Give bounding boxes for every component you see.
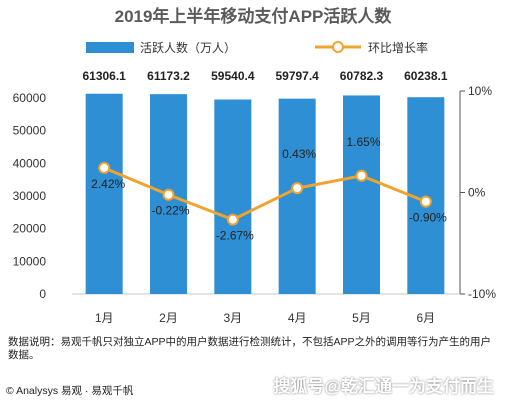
bar-value-label: 59540.4 — [211, 69, 255, 83]
legend-label-line: 环比增长率 — [368, 40, 428, 55]
growth-value-label: -0.90% — [409, 211, 447, 225]
bar-value-label: 59797.4 — [275, 69, 319, 83]
legend: 活跃人数（万人） 环比增长率 — [86, 40, 428, 55]
bar-value-label: 60238.1 — [404, 69, 448, 83]
y-left-tick: 10000 — [13, 254, 47, 268]
y-left-tick: 20000 — [13, 222, 47, 236]
data-labels: 61306.1 61173.2 59540.4 59797.4 60782.3 60238… — [82, 69, 447, 243]
axes: 0 10000 20000 30000 40000 50000 60000 10% 0% -10%… — [13, 84, 497, 325]
bar — [214, 99, 252, 294]
legend-swatch-bars — [86, 42, 134, 53]
chart-svg: 2019年上半年移动支付APP活跃人数 活跃人数（万人） 环比增长率 0 1000… — [13, 6, 497, 325]
growth-value-label: 2.42% — [91, 177, 125, 191]
bars — [85, 93, 445, 295]
data-note: 数据说明：易观千帆只对独立APP中的用户数据进行检测统计，不包括APP之外的调用… — [8, 336, 492, 361]
bar — [85, 93, 123, 295]
growth-value-label: -2.67% — [216, 229, 254, 243]
growth-point — [98, 161, 111, 174]
growth-point — [355, 169, 368, 182]
chart-title: 2019年上半年移动支付APP活跃人数 — [115, 6, 393, 26]
bar-value-label: 60782.3 — [340, 69, 384, 83]
y-left-tick: 30000 — [13, 189, 47, 203]
y-right-tick: -10% — [468, 287, 496, 301]
bar — [278, 98, 316, 294]
growth-value-label: 1.65% — [346, 135, 380, 149]
growth-point — [226, 213, 239, 226]
bar-value-label: 61306.1 — [82, 69, 126, 83]
bar-value-label: 61173.2 — [147, 69, 190, 83]
growth-value-label: 0.43% — [282, 147, 316, 161]
x-tick: 5月 — [352, 311, 371, 325]
y-right-tick: 10% — [468, 84, 492, 98]
growth-point — [419, 195, 432, 208]
growth-point — [291, 182, 304, 195]
watermark: 搜狐号@乾汇通一为支付而生 — [273, 377, 494, 396]
y-left-tick: 60000 — [13, 91, 47, 105]
legend-label-bars: 活跃人数（万人） — [140, 40, 236, 55]
growth-line — [98, 161, 432, 226]
y-right-tick: 0% — [468, 186, 486, 200]
legend-swatch-marker — [332, 41, 344, 53]
y-left-tick: 0 — [39, 287, 46, 301]
growth-value-label: -0.22% — [151, 204, 189, 218]
x-tick: 3月 — [223, 311, 242, 325]
growth-polyline — [103, 166, 427, 222]
brand-footer: © Analysys 易观 · 易观千帆 — [6, 385, 134, 397]
x-tick: 4月 — [288, 311, 307, 325]
bar — [343, 95, 380, 294]
x-tick: 1月 — [95, 311, 114, 325]
x-tick: 2月 — [159, 311, 178, 325]
growth-point — [162, 188, 175, 201]
y-left-tick: 40000 — [13, 156, 47, 170]
y-left-tick: 50000 — [13, 124, 47, 138]
x-tick: 6月 — [416, 311, 435, 325]
